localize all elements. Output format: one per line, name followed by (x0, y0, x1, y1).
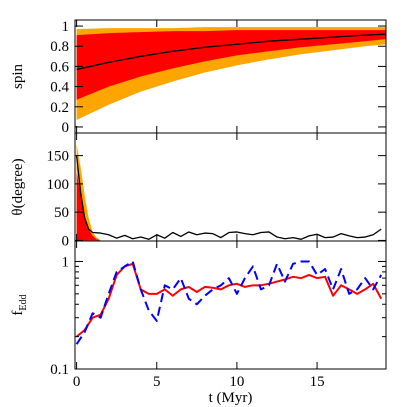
y-tick-label: 50 (54, 205, 69, 221)
y-axis-label-main: spin (10, 64, 26, 90)
y-tick-label: 0.8 (50, 39, 69, 55)
y-tick-label: 0.1 (50, 362, 69, 378)
y-tick-label: 1 (62, 254, 70, 270)
x-axis-label: t (Myr) (209, 390, 253, 406)
y-tick-label: 150 (47, 149, 70, 165)
y-tick-label: 0.2 (50, 100, 69, 116)
x-tick-label: 15 (310, 374, 325, 390)
plot-area (76, 27, 386, 120)
band (76, 30, 386, 100)
y-axis-label: θ(degree) (10, 158, 26, 215)
y-axis-label-subscript: Edd (18, 294, 29, 310)
series-line (75, 260, 383, 345)
x-tick-label: 5 (153, 374, 161, 390)
y-tick-label: 0.6 (50, 59, 69, 75)
series-line (75, 262, 383, 338)
y-axis-label: spin (10, 64, 26, 90)
plot-area (75, 260, 383, 345)
series-line (76, 33, 386, 71)
plot-frame (74, 132, 387, 242)
y-axis-label-main: θ(degree) (10, 158, 26, 215)
x-tick-label: 10 (229, 374, 244, 390)
band (76, 172, 101, 241)
y-tick-label: 0 (62, 120, 70, 136)
plot-frame (74, 240, 387, 370)
y-axis-label-main: f (10, 311, 26, 316)
plot-area (75, 144, 382, 241)
y-tick-label: 0 (62, 233, 70, 249)
y-tick-label: 100 (47, 177, 70, 193)
series-line (75, 155, 382, 240)
y-axis-label: fEdd (10, 294, 29, 315)
x-tick-label: 0 (73, 374, 81, 390)
y-tick-label: 1 (62, 19, 70, 35)
y-tick-label: 0.4 (50, 80, 69, 96)
